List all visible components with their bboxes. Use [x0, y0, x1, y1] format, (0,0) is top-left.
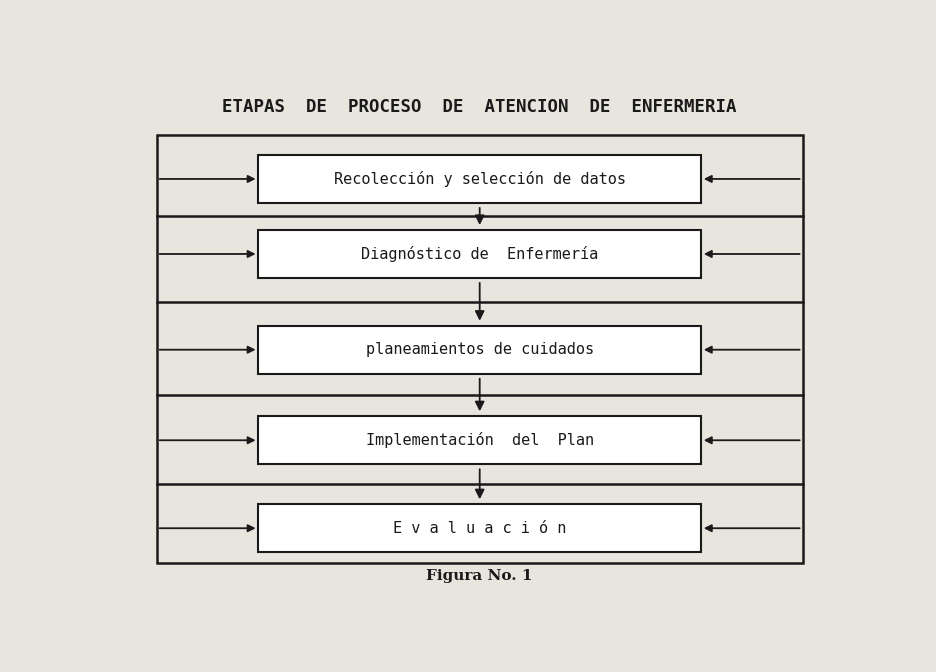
- Text: Figura No. 1: Figura No. 1: [427, 569, 533, 583]
- Bar: [258, 230, 701, 278]
- Text: ETAPAS  DE  PROCESO  DE  ATENCION  DE  ENFERMERIA: ETAPAS DE PROCESO DE ATENCION DE ENFERME…: [223, 97, 737, 116]
- Text: Recolección y selección de datos: Recolección y selección de datos: [334, 171, 625, 187]
- Text: Implementación  del  Plan: Implementación del Plan: [366, 432, 593, 448]
- Text: planeamientos de cuidados: planeamientos de cuidados: [366, 342, 593, 358]
- Bar: [258, 155, 701, 203]
- Bar: [258, 326, 701, 374]
- Bar: [258, 416, 701, 464]
- Bar: [258, 504, 701, 552]
- Text: Diagnóstico de  Enfermería: Diagnóstico de Enfermería: [361, 246, 598, 262]
- Bar: [157, 135, 802, 563]
- Text: E v a l u a c i ó n: E v a l u a c i ó n: [393, 521, 566, 536]
